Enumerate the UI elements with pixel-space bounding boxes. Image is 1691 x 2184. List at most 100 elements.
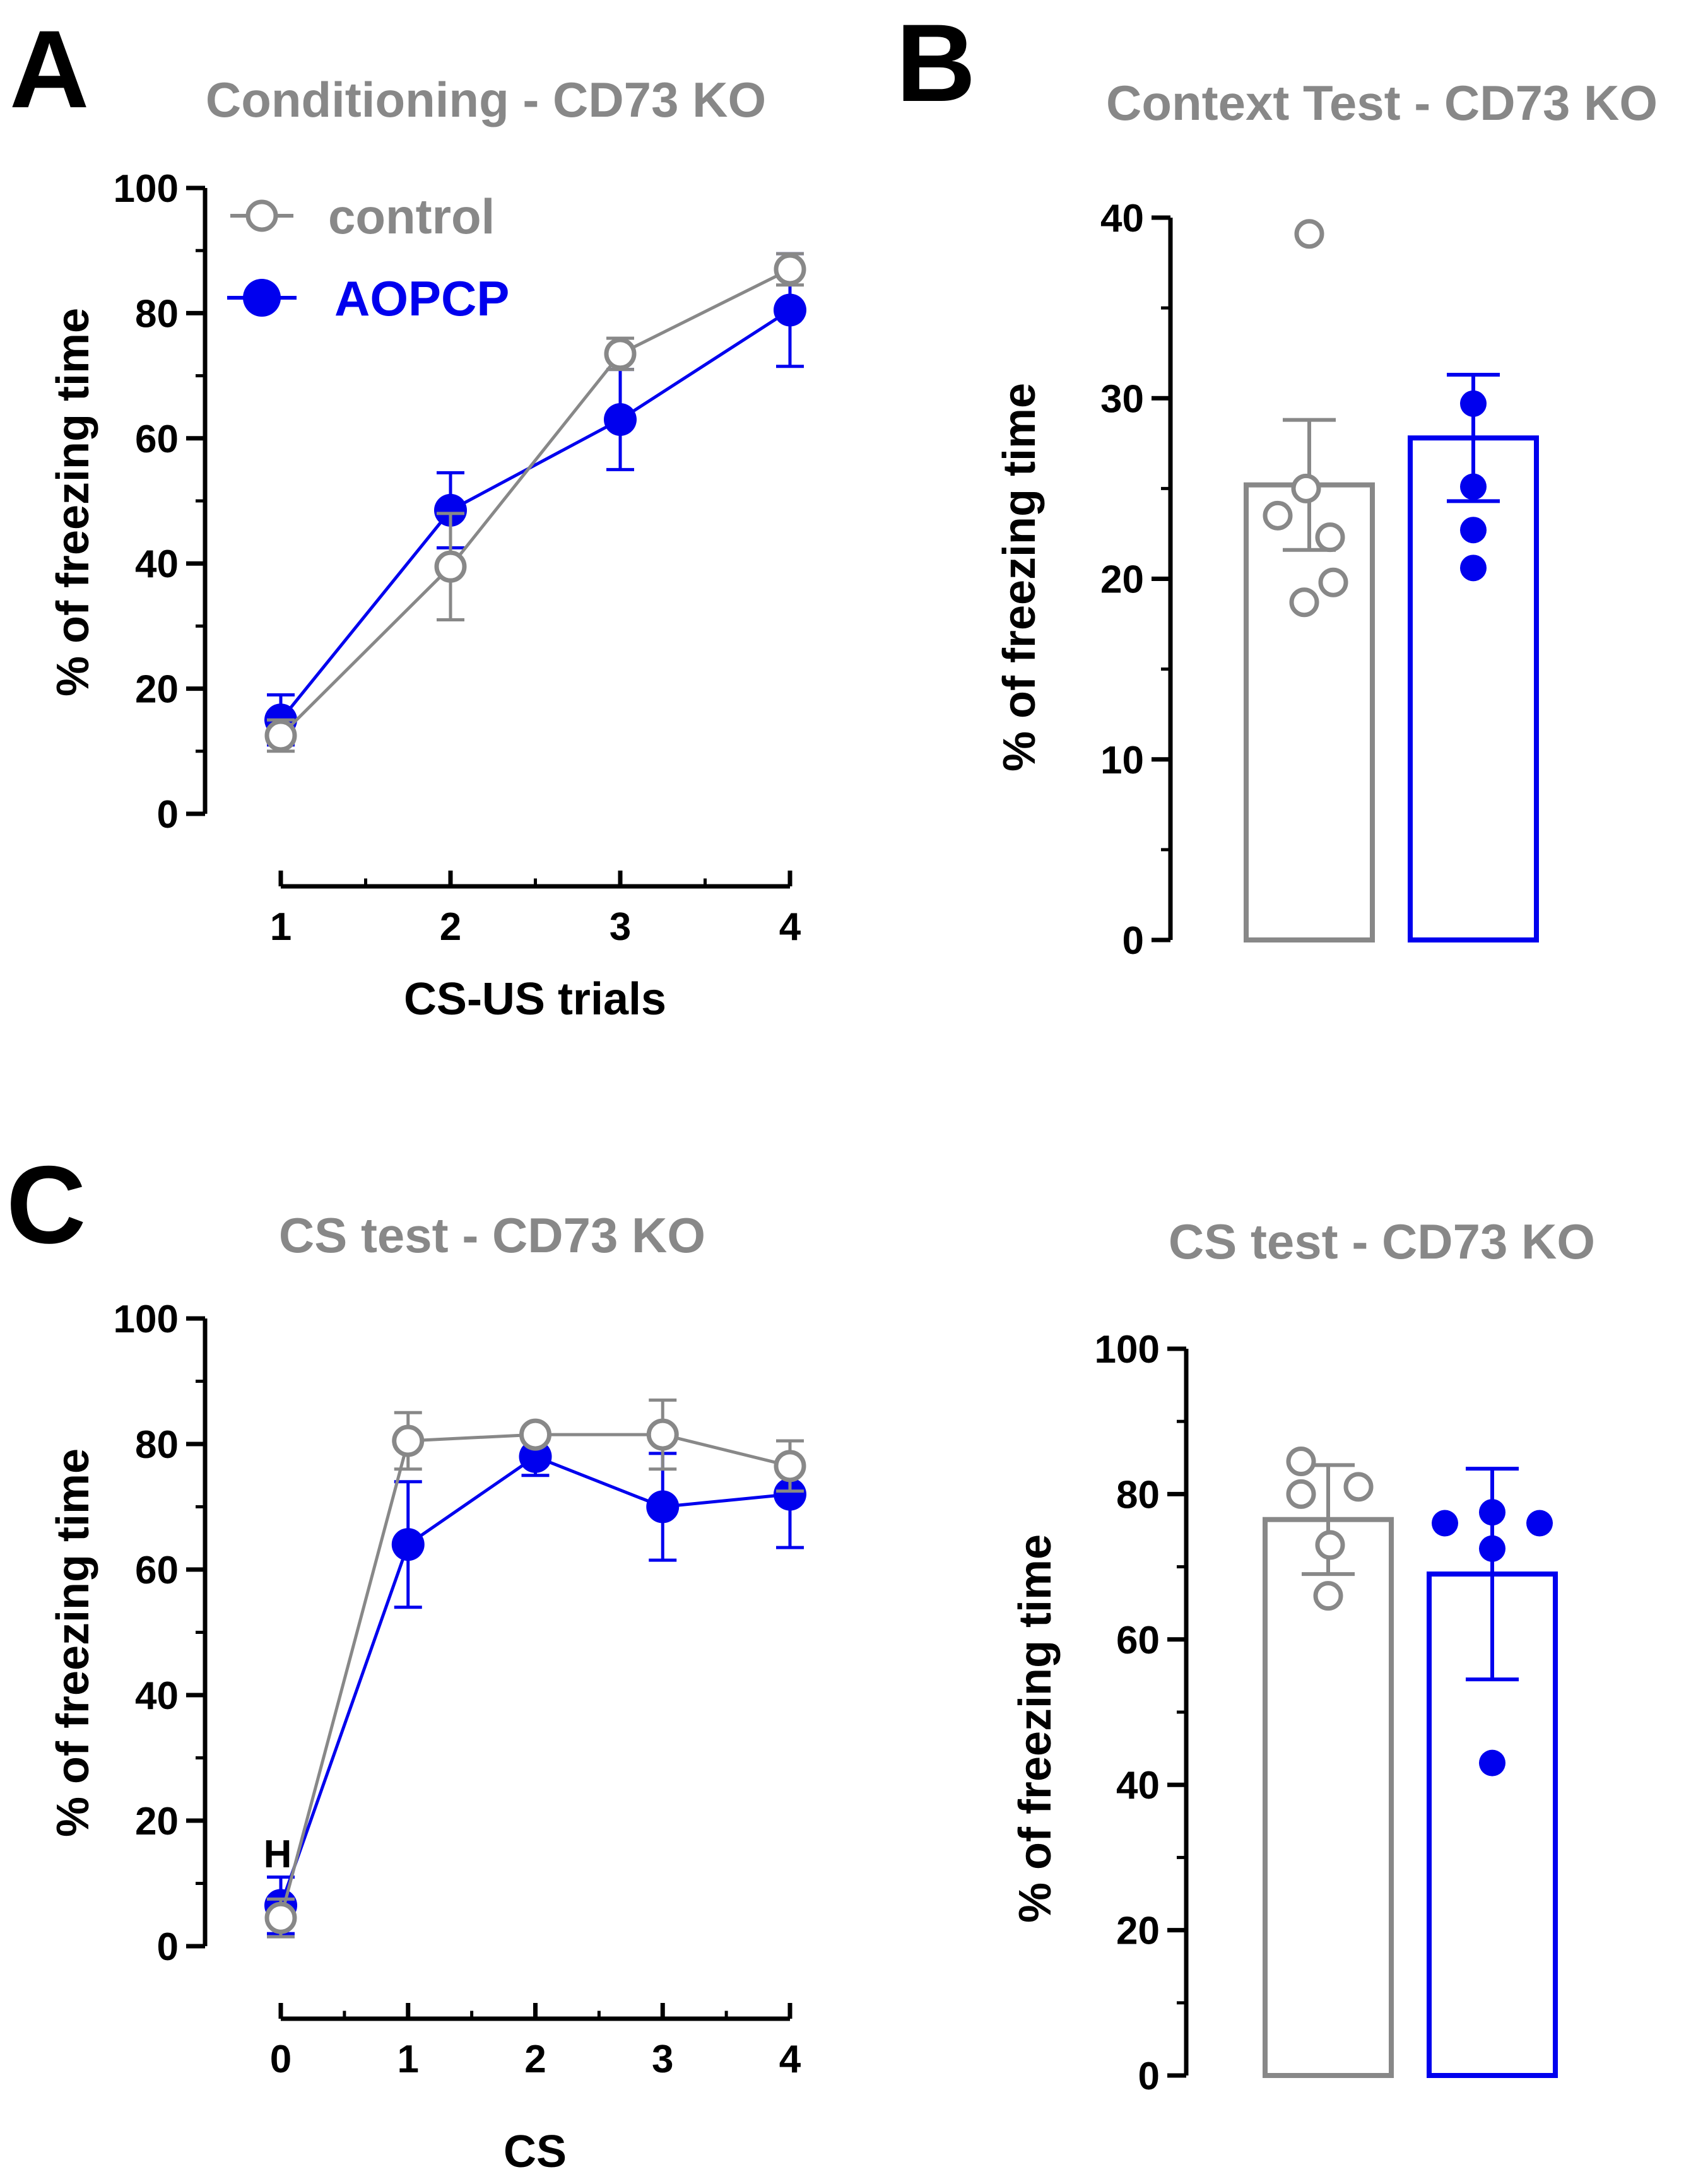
panel-d-y-tick-label: 20 xyxy=(1116,1910,1160,1953)
panel-b-dot-control xyxy=(1315,522,1345,553)
panel-d-bar-group-control xyxy=(1263,1447,1394,2078)
panel-b-dot-aopcp xyxy=(1460,473,1487,500)
panel-a-point-control xyxy=(434,550,467,583)
panel-b-bar-group-aopcp xyxy=(1408,373,1539,942)
panel-c-y-tick-label: 40 xyxy=(135,1674,179,1718)
panel-d-cs-test-bar-chart: CS test - CD73 KO 0 20 40 60 80 100 % of free… xyxy=(1010,1214,1595,2098)
panel-c-line-control xyxy=(279,1433,791,1918)
panel-c-x-tick-label: 4 xyxy=(779,2038,801,2081)
panel-b-bar-control xyxy=(1244,482,1375,942)
panel-c-point-control xyxy=(774,1450,806,1482)
panel-d-dot-control xyxy=(1286,1479,1316,1509)
panel-c-series xyxy=(264,1398,806,1939)
panel-d-title: CS test - CD73 KO xyxy=(1169,1214,1595,1269)
panel-a-series xyxy=(264,252,806,753)
legend-control-label: control xyxy=(328,189,495,244)
panel-d-dot-control xyxy=(1286,1447,1316,1477)
panel-a-x-tick-label: 3 xyxy=(610,905,631,949)
panel-d-dot-aopcp xyxy=(1479,1535,1505,1562)
panel-b-title: Context Test - CD73 KO xyxy=(1106,75,1658,131)
panel-c-y-ticks: 0 20 40 60 80 100 xyxy=(114,1298,205,1969)
panel-a-conditioning-chart: A Conditioning - CD73 KO 0 20 40 60 80 100 1 2… xyxy=(9,8,806,1024)
panel-b-dot-control xyxy=(1294,219,1324,249)
panel-c-point-aopcp xyxy=(774,1477,806,1511)
panel-a-line-control xyxy=(280,267,791,737)
panel-b-dot-control xyxy=(1263,500,1293,531)
panel-c-series-aopcp xyxy=(264,1436,806,1935)
panel-a-y-tick-label: 40 xyxy=(135,543,179,586)
panel-a-point-aopcp xyxy=(774,293,806,327)
panel-d-y-tick-label: 0 xyxy=(1138,2055,1160,2098)
panel-b-y-tick-label: 30 xyxy=(1100,377,1144,421)
panel-d-y-ticks: 0 20 40 60 80 100 xyxy=(1095,1328,1186,2098)
panel-a-point-control xyxy=(264,719,297,752)
panel-d-y-tick-label: 80 xyxy=(1116,1473,1160,1517)
panel-a-y-tick-label: 100 xyxy=(114,167,179,211)
panel-a-point-aopcp xyxy=(604,403,637,437)
panel-a-axes xyxy=(203,188,790,889)
legend-control-marker xyxy=(245,199,278,232)
panel-d-y-tick-label: 60 xyxy=(1116,1619,1160,1662)
panel-d-dot-control xyxy=(1343,1472,1374,1502)
panel-b-dot-aopcp xyxy=(1460,390,1487,417)
panel-a-x-ticks: 1 2 3 4 xyxy=(270,871,801,949)
panel-d-y-label: % of freezing time xyxy=(1010,1534,1061,1923)
panel-c-y-label: % of freezing time xyxy=(48,1448,98,1837)
panel-c-x-tick-label: 1 xyxy=(398,2038,419,2081)
panel-a-x-tick-label: 1 xyxy=(270,905,292,949)
panel-a-title: Conditioning - CD73 KO xyxy=(206,72,766,127)
panel-c-y-tick-label: 60 xyxy=(135,1549,179,1592)
panel-c-axes xyxy=(203,1318,790,2021)
panel-a-y-tick-label: 60 xyxy=(135,418,179,461)
panel-c-x-label: CS xyxy=(504,2127,567,2177)
panel-b-dot-control xyxy=(1291,473,1321,503)
panel-a-point-aopcp xyxy=(434,493,467,527)
panel-c-line-aopcp xyxy=(279,1455,791,1906)
panel-b-y-tick-label: 10 xyxy=(1100,739,1144,782)
panel-a-letter: A xyxy=(9,8,89,131)
panel-d-dot-aopcp xyxy=(1432,1510,1458,1537)
panel-c-series-control xyxy=(264,1398,806,1939)
panel-c-cs-test-line-chart: C CS test - CD73 KO 0 20 40 60 80 100 0 1 2 3 4 H… xyxy=(6,1144,806,2177)
panel-b-bars xyxy=(1244,219,1539,942)
panel-a-x-tick-label: 2 xyxy=(440,905,461,949)
panel-b-dot-control xyxy=(1289,587,1319,618)
panel-d-y-tick-label: 40 xyxy=(1116,1764,1160,1807)
panel-b-context-test-chart: B Context Test - CD73 KO 0 10 20 30 40 % of … xyxy=(896,2,1658,963)
panel-c-point-aopcp xyxy=(391,1528,425,1561)
panel-d-dot-control xyxy=(1315,1530,1345,1560)
panel-d-dot-aopcp xyxy=(1526,1510,1553,1537)
panel-b-y-tick-label: 0 xyxy=(1122,919,1144,963)
panel-b-y-ticks: 0 10 20 30 40 xyxy=(1100,197,1170,963)
panel-a-x-tick-label: 4 xyxy=(779,905,801,949)
panel-b-dot-control xyxy=(1318,567,1348,597)
panel-b-bar-aopcp xyxy=(1408,435,1539,942)
panel-b-y-label: % of freezing time xyxy=(994,383,1045,772)
panel-d-y-tick-label: 100 xyxy=(1095,1328,1160,1371)
panel-c-y-tick-label: 0 xyxy=(157,1925,179,1969)
panel-b-bar-group-control xyxy=(1244,219,1375,942)
panel-a-y-tick-label: 20 xyxy=(135,668,179,712)
panel-d-dot-aopcp xyxy=(1479,1499,1505,1526)
panel-d-bar-group-aopcp xyxy=(1427,1467,1558,2079)
panel-c-annotation-h: H xyxy=(264,1833,292,1876)
panel-c-letter: C xyxy=(6,1144,86,1267)
panel-a-point-control xyxy=(774,253,806,286)
panel-a-y-tick-label: 0 xyxy=(157,793,179,837)
panel-a-legend: control AOPCP xyxy=(227,189,509,326)
legend-aopcp-marker xyxy=(243,279,281,317)
panel-d-dot-control xyxy=(1313,1581,1343,1611)
panel-a-point-control xyxy=(604,338,637,370)
panel-a-x-label: CS-US trials xyxy=(404,974,666,1024)
panel-a-line-aopcp xyxy=(280,308,791,721)
legend-aopcp-label: AOPCP xyxy=(334,271,509,326)
panel-c-y-tick-label: 100 xyxy=(114,1298,179,1341)
panel-a-y-ticks: 0 20 40 60 80 100 xyxy=(114,167,205,837)
panel-a-series-control xyxy=(264,252,806,753)
panel-a-y-label: % of freezing time xyxy=(48,308,98,696)
panel-b-y-tick-label: 20 xyxy=(1100,558,1144,602)
panel-c-point-control xyxy=(264,1901,297,1934)
panel-c-y-tick-label: 20 xyxy=(135,1800,179,1843)
panel-b-letter: B xyxy=(896,2,975,125)
